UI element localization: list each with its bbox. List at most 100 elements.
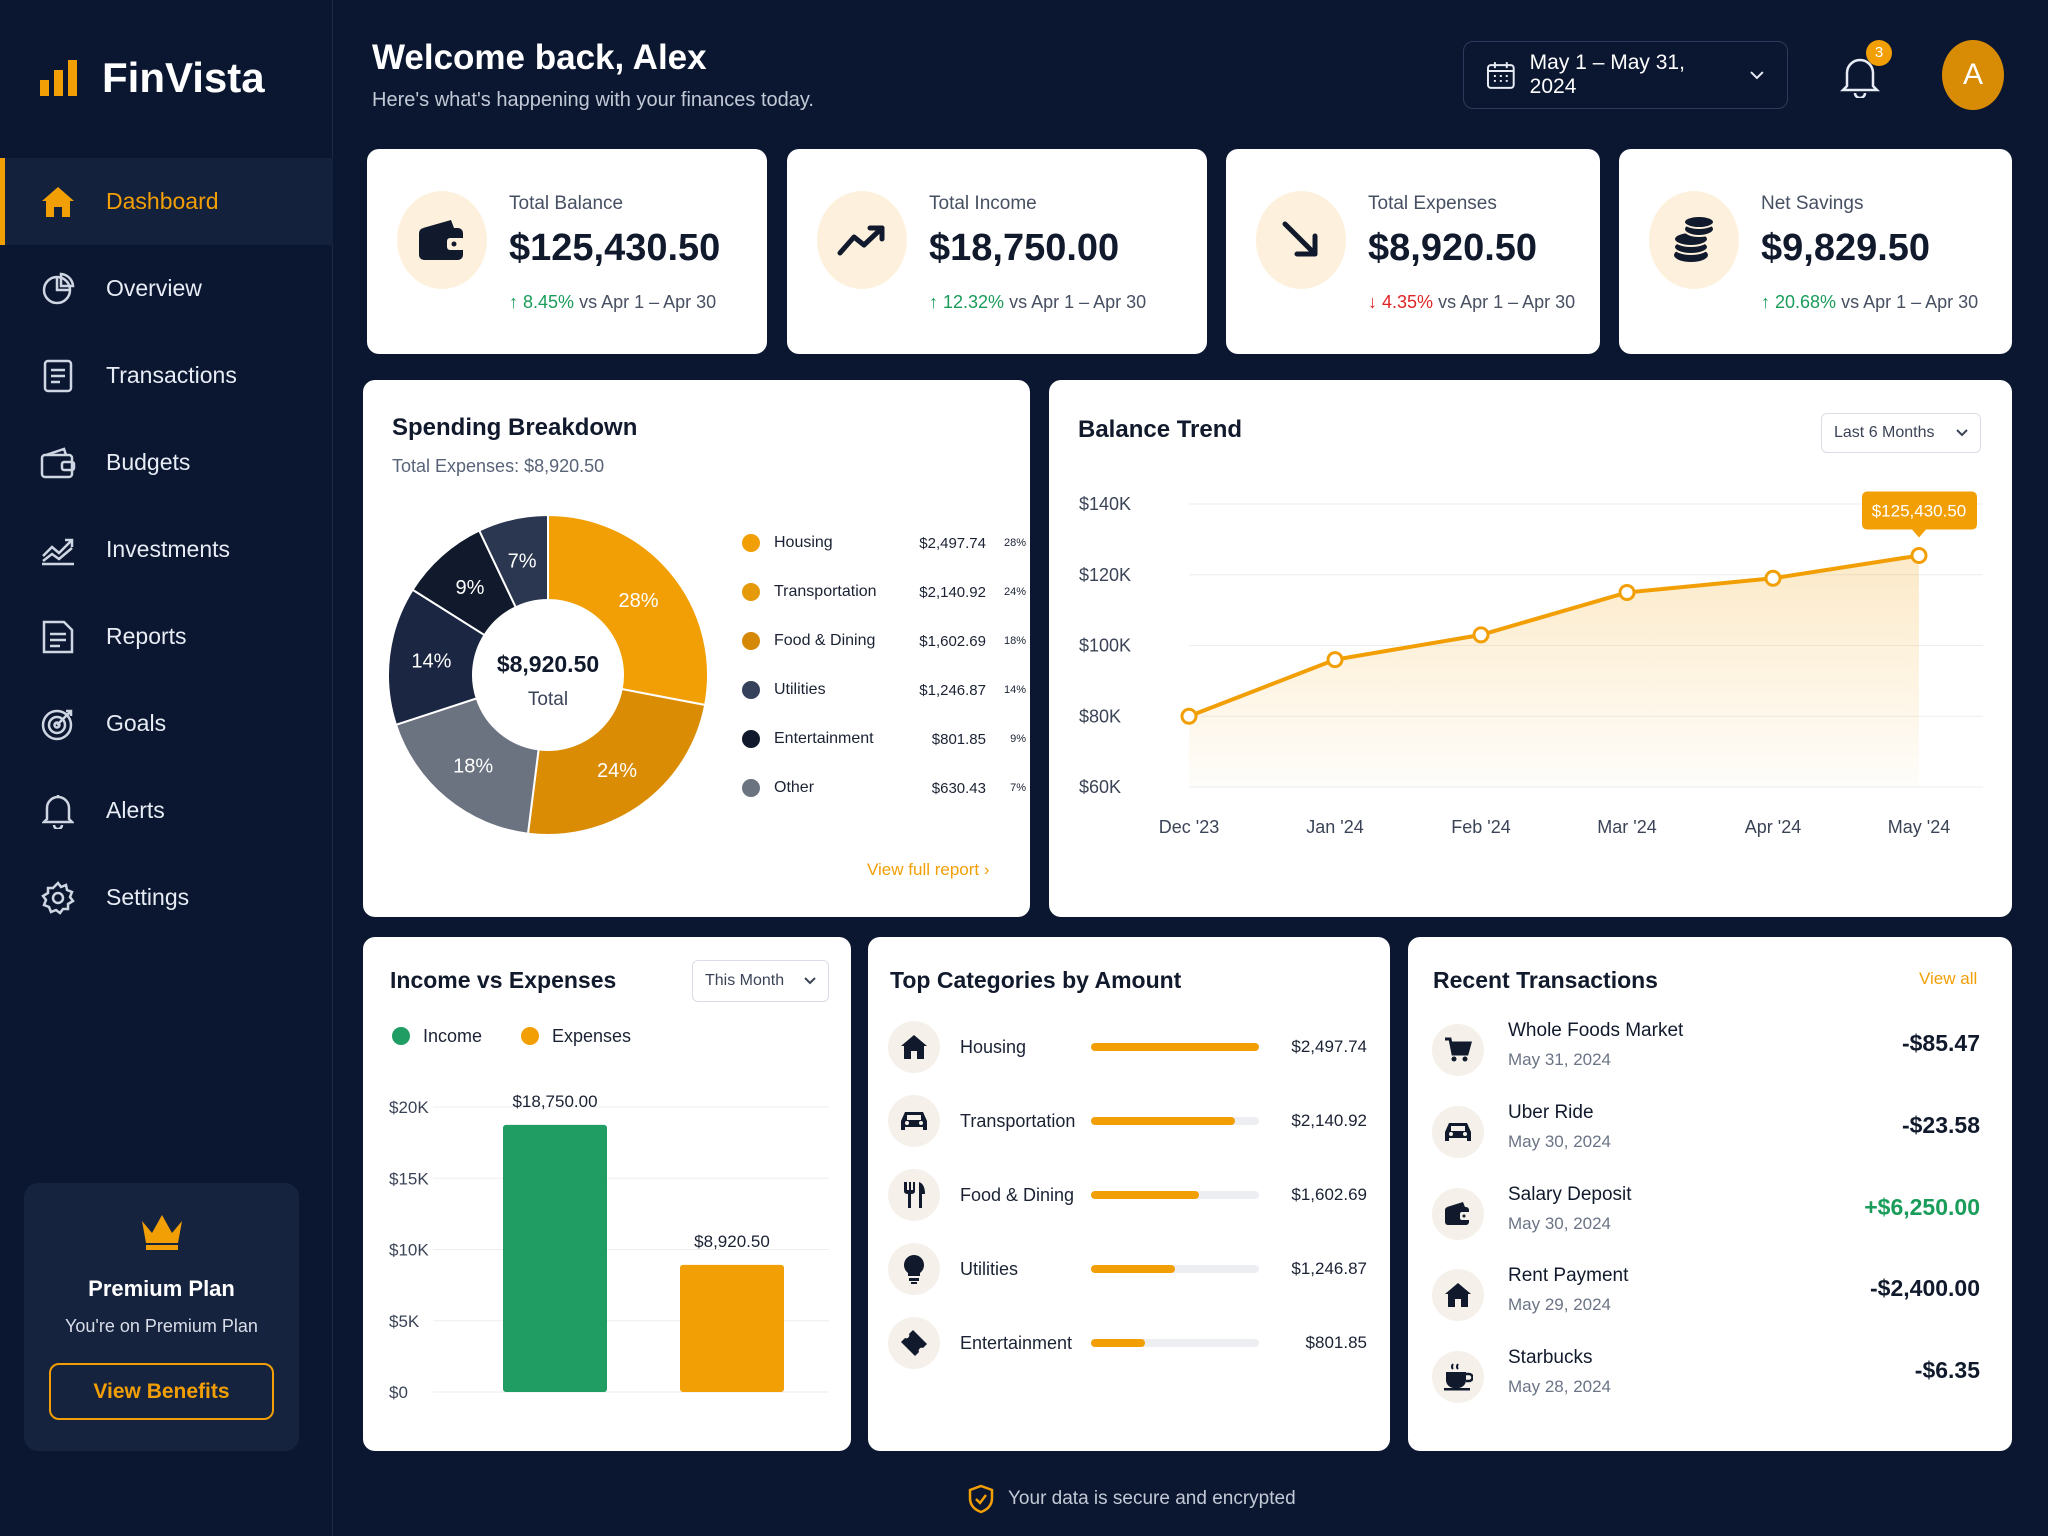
chevron-down-icon	[1750, 71, 1764, 80]
donut-slice[interactable]	[547, 513, 709, 707]
sidebar-item-budgets[interactable]: Budgets	[0, 419, 333, 506]
bulb-icon	[888, 1243, 940, 1295]
sidebar-item-label: Budgets	[106, 449, 191, 475]
view-all-link[interactable]: View all	[1919, 969, 1978, 988]
sidebar-item-investments[interactable]: Investments	[0, 506, 333, 593]
balance-trend-title: Balance Trend	[1078, 416, 1243, 443]
income-vs-expenses-title: Income vs Expenses	[390, 967, 617, 993]
transaction-row[interactable]: Starbucks May 28, 2024 -$6.35	[1432, 1343, 1980, 1413]
data-point[interactable]	[1180, 707, 1198, 725]
data-point[interactable]	[1764, 569, 1782, 587]
range-select[interactable]: Last 6 Months	[1821, 413, 1981, 453]
legend-percent: 28%	[1003, 537, 1026, 549]
period-select[interactable]: This Month	[692, 960, 829, 1002]
data-point[interactable]	[1472, 626, 1490, 644]
transaction-name: Uber Ride	[1508, 1102, 1594, 1123]
data-point[interactable]	[1326, 651, 1344, 669]
legend-swatch	[742, 730, 760, 748]
transaction-row[interactable]: Rent Payment May 29, 2024 -$2,400.00	[1432, 1261, 1980, 1331]
wallet-icon	[397, 191, 487, 289]
shield-check-icon	[968, 1484, 994, 1514]
legend-amount: $801.85	[931, 730, 986, 748]
transaction-row[interactable]: Uber Ride May 30, 2024 -$23.58	[1432, 1098, 1980, 1168]
sidebar-item-alerts[interactable]: Alerts	[0, 767, 333, 854]
y-tick-label: $140K	[1079, 494, 1131, 514]
stat-value: $125,430.50	[509, 227, 721, 269]
x-tick-label: Dec '23	[1159, 817, 1219, 837]
category-name: Housing	[960, 1036, 1027, 1057]
legend-percent: 18%	[1003, 635, 1026, 647]
sidebar-item-transactions[interactable]: Transactions	[0, 332, 333, 419]
legend-label: Income	[423, 1026, 482, 1046]
donut-slice-label: 24%	[597, 760, 637, 782]
view-benefits-button[interactable]: View Benefits	[49, 1363, 274, 1420]
donut-slice[interactable]	[477, 513, 549, 609]
legend-percent: 14%	[1003, 684, 1026, 696]
legend-amount: $630.43	[931, 779, 986, 797]
home-icon	[1432, 1269, 1484, 1321]
donut-slice-label: 9%	[456, 577, 485, 599]
legend-label: Entertainment	[774, 730, 874, 747]
transaction-row[interactable]: Whole Foods Market May 31, 2024 -$85.47	[1432, 1016, 1980, 1086]
data-point[interactable]	[1910, 547, 1928, 565]
pie-icon	[40, 271, 76, 307]
legend-item: Food & Dining $1,602.69 18%	[742, 632, 1026, 650]
notification-bell-icon[interactable]	[1840, 54, 1880, 98]
bar[interactable]	[503, 1124, 607, 1392]
category-name: Utilities	[960, 1258, 1019, 1279]
donut-slice-label: 7%	[508, 550, 537, 572]
transaction-amount: -$23.58	[1901, 1112, 1980, 1138]
callout-value: $125,430.50	[1872, 502, 1967, 521]
income-expenses-bar-chart: Income Expenses $20K $15K $10K $5K $0 $18,750…	[389, 1026, 829, 1402]
sidebar-item-reports[interactable]: Reports	[0, 593, 333, 680]
wallet-icon	[1432, 1188, 1484, 1240]
app-logo[interactable]: FinVista	[40, 54, 265, 102]
avatar[interactable]: A	[1942, 40, 2004, 110]
bar-value-label: $18,750.00	[512, 1092, 597, 1111]
transaction-date: May 30, 2024	[1508, 1132, 1612, 1151]
ticket-icon	[888, 1317, 940, 1369]
sidebar-item-dashboard[interactable]: Dashboard	[0, 158, 333, 245]
category-bar-fill	[1091, 1339, 1145, 1347]
y-tick-label: $15K	[389, 1169, 429, 1188]
footer-text: Your data is secure and encrypted	[1008, 1488, 1296, 1509]
donut-slice[interactable]	[526, 687, 707, 836]
legend-swatch	[742, 779, 760, 797]
sidebar-item-settings[interactable]: Settings	[0, 854, 333, 941]
page-title: Welcome back, Alex	[372, 38, 707, 77]
category-row[interactable]: Utilities $1,246.87	[888, 1239, 1368, 1299]
data-point[interactable]	[1618, 583, 1636, 601]
top-categories-title: Top Categories by Amount	[890, 967, 1182, 993]
category-bar-track	[1091, 1191, 1259, 1199]
category-row[interactable]: Entertainment $801.85	[888, 1313, 1368, 1373]
view-full-report-link[interactable]: View full report ›	[867, 860, 990, 879]
sidebar-item-label: Overview	[106, 275, 202, 301]
app-name: FinVista	[102, 54, 265, 101]
category-row[interactable]: Food & Dining $1,602.69	[888, 1165, 1368, 1225]
category-bar-track	[1091, 1265, 1259, 1273]
balance-trend-chart: $140K $120K $100K $80K $60K Dec '23 Jan '24 Fe…	[1079, 491, 1983, 837]
category-row[interactable]: Transportation $2,140.92	[888, 1091, 1368, 1151]
notification-badge: 3	[1866, 40, 1892, 66]
balance-callout: $125,430.50	[1862, 491, 1977, 538]
sidebar-item-label: Goals	[106, 710, 167, 736]
transaction-row[interactable]: Salary Deposit May 30, 2024 +$6,250.00	[1432, 1180, 1980, 1250]
legend-swatch	[521, 1027, 539, 1045]
balance-line	[1188, 553, 1920, 719]
category-amount: $1,602.69	[1291, 1185, 1367, 1204]
recent-transactions-card	[1408, 937, 2012, 1451]
legend-label: Other	[774, 779, 815, 796]
transaction-date: May 28, 2024	[1508, 1377, 1612, 1396]
donut-slice[interactable]	[394, 697, 540, 835]
stat-change: ↑ 8.45% vs Apr 1 – Apr 30	[509, 292, 717, 312]
bar[interactable]	[680, 1264, 784, 1392]
sidebar-item-label: Investments	[106, 536, 230, 562]
sidebar-item-goals[interactable]: Goals	[0, 680, 333, 767]
category-row[interactable]: Housing $2,497.74	[888, 1017, 1368, 1077]
legend-label: Utilities	[774, 681, 826, 698]
sidebar-item-overview[interactable]: Overview	[0, 245, 333, 332]
chevron-right-icon: ›	[983, 860, 990, 879]
date-range-picker[interactable]: May 1 – May 31, 2024	[1463, 41, 1788, 109]
transaction-date: May 29, 2024	[1508, 1295, 1612, 1314]
home-icon	[40, 184, 76, 220]
